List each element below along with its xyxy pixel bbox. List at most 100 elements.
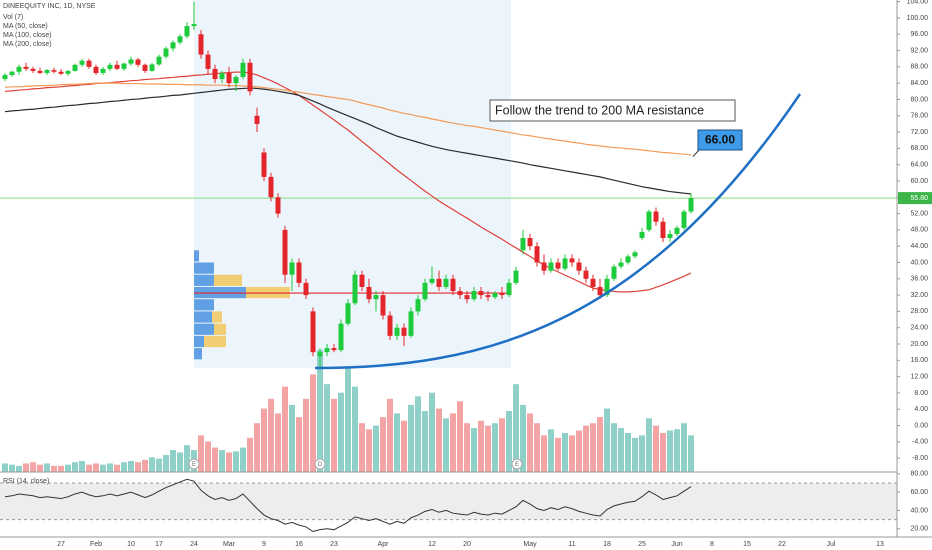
candle-body bbox=[688, 198, 694, 212]
candle-body bbox=[23, 66, 29, 69]
x-tick-label: 24 bbox=[190, 541, 198, 548]
volume-bar bbox=[65, 464, 71, 472]
candle-body bbox=[233, 77, 239, 84]
volume-bar bbox=[163, 454, 169, 472]
volume-bar bbox=[198, 435, 204, 472]
candle-body bbox=[9, 71, 15, 75]
candle-body bbox=[324, 348, 330, 353]
x-tick-label: 13 bbox=[876, 541, 884, 548]
annotation: Follow the trend to 200 MA resistance bbox=[495, 103, 704, 117]
volume-bar bbox=[408, 404, 414, 472]
volume-bar bbox=[583, 425, 589, 472]
candle-body bbox=[548, 262, 554, 271]
volume-bar bbox=[653, 425, 659, 472]
volume-bar bbox=[303, 398, 309, 472]
candle-body bbox=[464, 295, 470, 300]
x-tick-label: Jun bbox=[671, 541, 682, 548]
volume-bar bbox=[338, 392, 344, 472]
y-tick-label: 44.00 bbox=[910, 243, 928, 250]
x-tick-label: 10 bbox=[127, 541, 135, 548]
candle-body bbox=[177, 36, 183, 43]
volume-bar bbox=[128, 461, 134, 472]
x-tick-label: Mar bbox=[223, 541, 236, 548]
volume-bar bbox=[30, 462, 36, 472]
volume-bar bbox=[513, 384, 519, 472]
candle-body bbox=[16, 66, 22, 72]
volume-bar bbox=[499, 418, 505, 472]
volume-bar bbox=[142, 459, 148, 472]
candle-body bbox=[394, 327, 400, 336]
volume-bar bbox=[72, 462, 78, 472]
candle-body bbox=[506, 282, 512, 296]
candle-body bbox=[345, 303, 351, 324]
volume-bar bbox=[464, 423, 470, 472]
volume-bar bbox=[107, 463, 113, 472]
candle-body bbox=[51, 70, 57, 72]
event-label: E bbox=[192, 462, 196, 468]
y-tick-label: 4.00 bbox=[914, 406, 928, 413]
candle-body bbox=[170, 42, 176, 49]
candle-body bbox=[303, 282, 309, 296]
profile-up bbox=[194, 274, 214, 286]
candle-body bbox=[30, 68, 36, 71]
volume-bar bbox=[317, 350, 323, 472]
volume-bar bbox=[275, 413, 281, 472]
event-marker bbox=[188, 458, 200, 470]
volume-bar bbox=[688, 435, 694, 472]
volume-bar bbox=[261, 408, 267, 472]
candle-body bbox=[450, 278, 456, 292]
candle-body bbox=[625, 256, 631, 263]
candle-body bbox=[184, 26, 190, 37]
candle-body bbox=[275, 197, 281, 214]
volume-bar bbox=[618, 428, 624, 472]
y-tick-label: 12.00 bbox=[910, 373, 928, 380]
volume-bar bbox=[177, 452, 183, 472]
indicator-label: Vol (7) bbox=[3, 14, 23, 21]
last-price-box bbox=[898, 192, 932, 205]
volume-bar bbox=[23, 463, 29, 472]
candle-body bbox=[590, 278, 596, 287]
front-layer: 104.00100.0096.0092.0088.0084.0080.0076.… bbox=[57, 0, 932, 548]
y-tick-label: 68.00 bbox=[910, 145, 928, 152]
x-tick-label: 16 bbox=[295, 541, 303, 548]
candle-body bbox=[485, 295, 491, 298]
candle-body bbox=[443, 278, 449, 287]
x-tick-label: Jul bbox=[827, 541, 836, 548]
candle-body bbox=[65, 70, 71, 74]
y-tick-label: 60.00 bbox=[910, 178, 928, 185]
profile-down bbox=[204, 335, 226, 348]
y-tick-label: 16.00 bbox=[910, 357, 928, 364]
rsi-tick-label: 40.00 bbox=[910, 507, 928, 514]
volume-bar bbox=[226, 452, 232, 472]
volume-bar bbox=[555, 437, 561, 472]
x-tick-label: 22 bbox=[778, 541, 786, 548]
candle-body bbox=[632, 252, 638, 257]
volume-bar bbox=[233, 451, 239, 472]
x-tick-label: 15 bbox=[743, 541, 751, 548]
profile-up bbox=[194, 311, 212, 323]
candle-body bbox=[156, 56, 162, 65]
volume-bar bbox=[394, 413, 400, 472]
rsi-line bbox=[4, 478, 692, 533]
profile-up bbox=[194, 335, 204, 348]
volume-bar bbox=[611, 423, 617, 472]
candle-body bbox=[212, 68, 218, 80]
candle-body bbox=[44, 70, 50, 73]
x-tick-label: 20 bbox=[463, 541, 471, 548]
x-tick-label: 25 bbox=[638, 541, 646, 548]
ma-line bbox=[4, 71, 692, 293]
volume-bar bbox=[471, 428, 477, 472]
rsi-tick-label: 60.00 bbox=[910, 489, 928, 496]
candle-body bbox=[681, 211, 687, 228]
candle-body bbox=[618, 262, 624, 267]
volume-bar bbox=[457, 401, 463, 472]
y-tick-label: 36.00 bbox=[910, 276, 928, 283]
volume-bar bbox=[667, 430, 673, 472]
candle-body bbox=[121, 63, 127, 69]
volume-bar bbox=[674, 429, 680, 472]
volume-bar bbox=[2, 463, 8, 472]
candle-body bbox=[100, 68, 106, 73]
y-tick-label: 0.00 bbox=[914, 422, 928, 429]
candle-body bbox=[576, 262, 582, 271]
